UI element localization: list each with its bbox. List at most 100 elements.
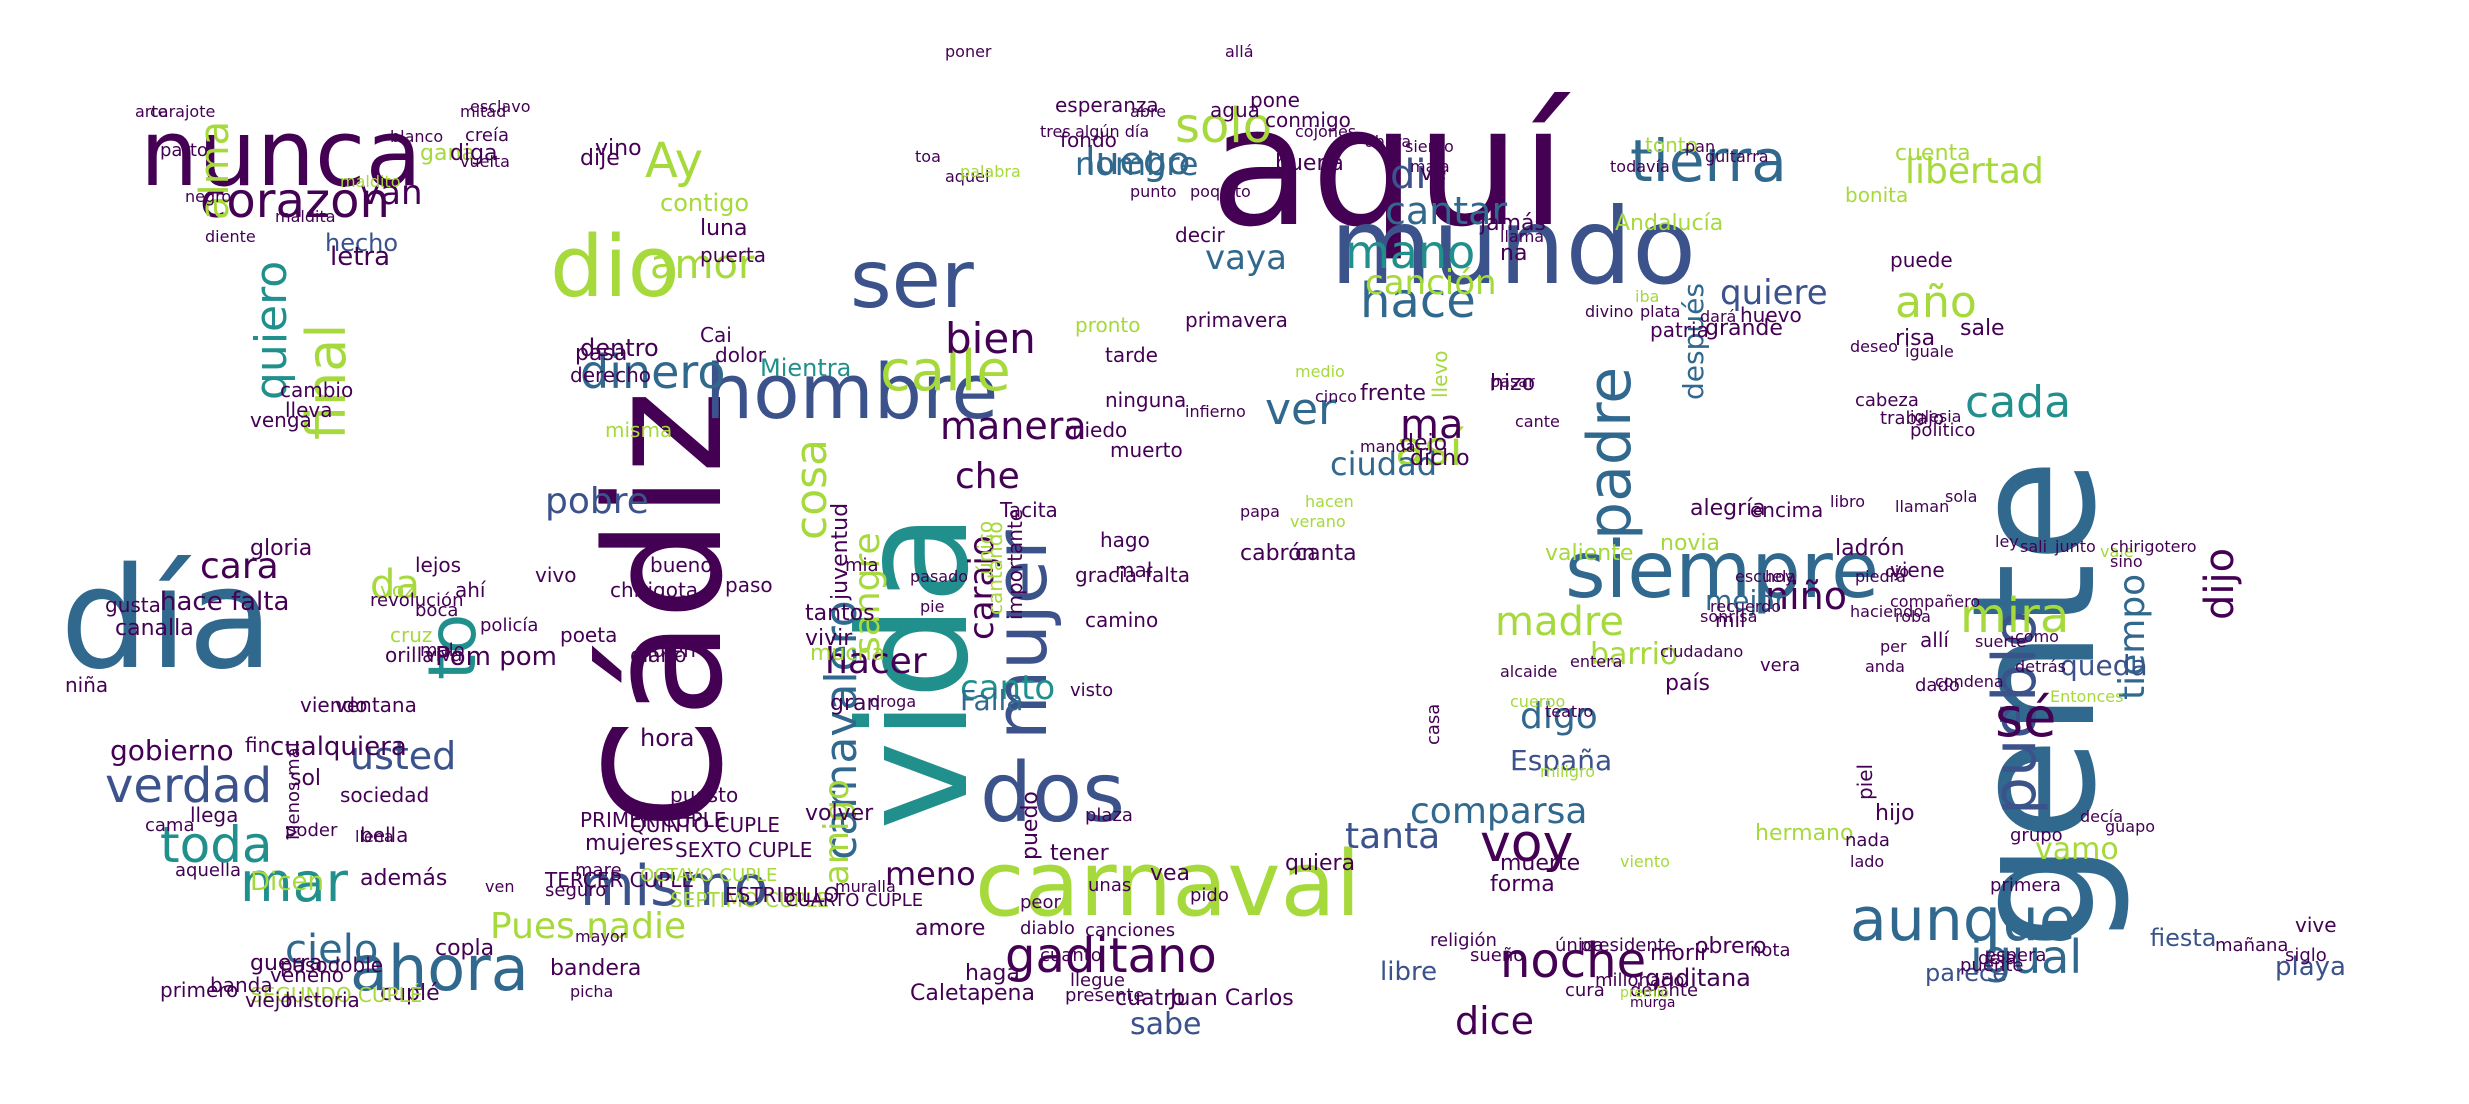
word-hombre: hombre bbox=[705, 347, 999, 436]
word-encima: encima bbox=[1750, 498, 1824, 522]
word-condena: condena bbox=[1935, 672, 2004, 691]
word-iglesia: iglesia bbox=[1910, 407, 1962, 426]
word-abre: abre bbox=[1130, 102, 1167, 121]
word-estribillo: ESTRIBILLO bbox=[725, 883, 840, 907]
word-llegue: llegue bbox=[1070, 970, 1125, 991]
word-cabron: cabrón bbox=[1240, 541, 1316, 566]
word-tierra: tierra bbox=[1630, 127, 1787, 195]
word-manana: mañana bbox=[2215, 935, 2289, 956]
word-picha: picha bbox=[570, 982, 614, 1001]
word-poeta: poeta bbox=[560, 623, 618, 647]
word-decia: decía bbox=[2080, 807, 2124, 826]
word-tarde: tarde bbox=[1105, 343, 1158, 367]
word-gaditana: gaditana bbox=[1645, 964, 1751, 992]
word-ma: ma bbox=[1400, 402, 1464, 448]
word-vuelta: vuelta bbox=[460, 152, 510, 171]
word-papa: papa bbox=[1240, 502, 1280, 521]
word-iguale: iguale bbox=[1905, 342, 1954, 361]
word-unas: unas bbox=[1088, 875, 1132, 896]
word-falta: falta bbox=[1145, 563, 1190, 587]
word-millonario: millonario bbox=[1595, 970, 1685, 991]
word-juan-carlos: Juan Carlos bbox=[1170, 986, 1294, 1011]
word-diga: diga bbox=[450, 141, 498, 166]
word-libro: libro bbox=[1830, 492, 1866, 511]
word-vera: vera bbox=[1760, 655, 1801, 676]
word-muerte: muerte bbox=[1500, 851, 1581, 876]
word-suerte: suerte bbox=[1975, 632, 2027, 651]
word-viva: viva bbox=[425, 645, 463, 666]
word-sueno: sueño bbox=[1470, 945, 1525, 966]
word-cielo: cielo bbox=[285, 927, 379, 973]
word-gloria: gloria bbox=[250, 536, 313, 561]
word-libre: libre bbox=[1380, 957, 1438, 987]
word-companero: compañero bbox=[1890, 592, 1981, 611]
word-hace-falta: hace falta bbox=[160, 587, 290, 617]
word-misma: misma bbox=[605, 418, 673, 442]
word-tacita: Tacita bbox=[1000, 498, 1058, 522]
word-ano: año bbox=[1895, 277, 1977, 328]
word-cuanto: cuanto bbox=[1040, 945, 1102, 966]
word-mia: mia bbox=[845, 555, 879, 576]
word-piel: piel bbox=[1853, 763, 1877, 800]
word-canto: canto bbox=[960, 668, 1056, 708]
word-caleta: Caleta bbox=[910, 981, 981, 1006]
word-luego: luego bbox=[1085, 139, 1191, 183]
word-septimo-cuple: SEPTIMO CUPLE bbox=[670, 888, 830, 912]
word-viendo: viendo bbox=[300, 693, 368, 717]
word-presente: presente bbox=[1065, 985, 1145, 1006]
word-contigo: contigo bbox=[660, 189, 750, 217]
word-mundo: mundo bbox=[1330, 186, 1697, 308]
word-meno: meno bbox=[885, 855, 976, 893]
word-primera: primera bbox=[1990, 875, 2061, 896]
word-anda: anda bbox=[1865, 657, 1905, 676]
word-piedra: piedra bbox=[1855, 567, 1906, 586]
word-siento: siento bbox=[1405, 137, 1454, 156]
word-pasado: pasado bbox=[910, 567, 969, 586]
word-lleva: lleva bbox=[285, 398, 333, 422]
word-maldito: maldito bbox=[340, 172, 401, 191]
word-tener: tener bbox=[1050, 841, 1109, 866]
word-llena: llena bbox=[355, 827, 394, 846]
word-van: van bbox=[360, 173, 423, 213]
word-ser: ser bbox=[850, 233, 974, 326]
word-chirigotero: chirigotero bbox=[2110, 537, 2197, 556]
word-verdad: verdad bbox=[105, 758, 273, 814]
word-andalucia: Andalucía bbox=[1615, 211, 1724, 236]
word-cinco: cinco bbox=[1315, 387, 1357, 406]
word-letra: letra bbox=[330, 242, 391, 272]
word-risa: risa bbox=[1895, 326, 1936, 351]
word-diario: diario bbox=[630, 643, 687, 667]
word-ahora: ahora bbox=[350, 932, 529, 1005]
word-solo: solo bbox=[1175, 98, 1273, 154]
word-ver: ver bbox=[1265, 384, 1337, 435]
word-hoy: hoy bbox=[1765, 567, 1795, 586]
word-plata: plata bbox=[1640, 302, 1681, 321]
word-novia: novia bbox=[1660, 531, 1721, 556]
word-playa: playa bbox=[2275, 952, 2346, 982]
word-nunca: nunca bbox=[140, 100, 422, 207]
word-dicen: Dicen bbox=[250, 867, 325, 897]
word-miligro: miligro bbox=[1540, 762, 1596, 781]
word-puerta: puerta bbox=[700, 243, 766, 267]
word-viejo: viejo bbox=[245, 988, 293, 1012]
word-vive: vive bbox=[2295, 913, 2337, 937]
word-frente: frente bbox=[1360, 381, 1426, 406]
word-blanco: blanco bbox=[390, 127, 444, 146]
word-pasar: pasar bbox=[1490, 372, 1535, 391]
word-mientra: Mientra bbox=[760, 354, 852, 382]
word-ahora: ahora bbox=[1365, 132, 1412, 151]
word-primer-cuple: PRIMER CUPLE bbox=[580, 808, 727, 832]
word-nota: nota bbox=[1750, 940, 1791, 961]
word-juventud: juventud bbox=[828, 502, 853, 600]
word-dos: dos bbox=[980, 746, 1125, 841]
word-gaditano: gaditano bbox=[1005, 928, 1217, 984]
word-mira: mira bbox=[1960, 588, 2070, 644]
word-canciones: canciones bbox=[1085, 920, 1176, 941]
word-grupo: grupo bbox=[2010, 825, 2063, 846]
word-cai: Cai bbox=[700, 323, 732, 347]
word-paso: paso bbox=[725, 573, 773, 597]
word-ninguna: ninguna bbox=[1105, 388, 1187, 412]
word-mitad: mitad bbox=[460, 102, 507, 121]
word-religion: religión bbox=[1430, 930, 1497, 951]
word-cojones: cojones bbox=[1295, 122, 1357, 141]
